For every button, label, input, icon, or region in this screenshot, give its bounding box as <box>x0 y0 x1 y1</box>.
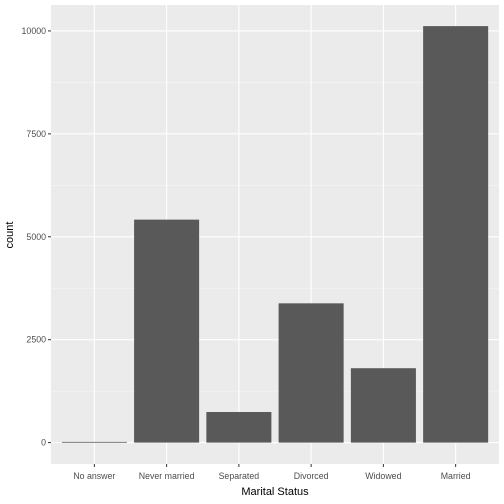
bar-divorced <box>278 303 344 443</box>
x-axis: No answer Never married Separated Divorced W… <box>73 464 471 481</box>
x-tick-label: Never married <box>139 471 195 481</box>
bar-married <box>423 26 489 443</box>
x-tick-label: Divorced <box>294 471 329 481</box>
x-tick-label: Widowed <box>365 471 401 481</box>
y-axis: 0 2500 5000 7500 10000 <box>22 26 51 448</box>
bars <box>61 26 489 443</box>
bar-widowed <box>350 368 416 443</box>
y-tick-label: 7500 <box>26 129 46 139</box>
bar-never-married <box>134 219 200 443</box>
x-tick-label: Married <box>441 471 471 481</box>
y-tick-label: 5000 <box>26 232 46 242</box>
x-tick-label: Separated <box>219 471 260 481</box>
y-tick-label: 2500 <box>26 335 46 345</box>
bar-no-answer <box>61 441 127 443</box>
x-tick-label: No answer <box>73 471 115 481</box>
y-tick-label: 0 <box>41 438 46 448</box>
y-tick-label: 10000 <box>22 26 47 36</box>
bar-separated <box>206 412 272 443</box>
x-axis-title: Marital Status <box>241 486 309 498</box>
y-axis-title: count <box>4 222 16 249</box>
